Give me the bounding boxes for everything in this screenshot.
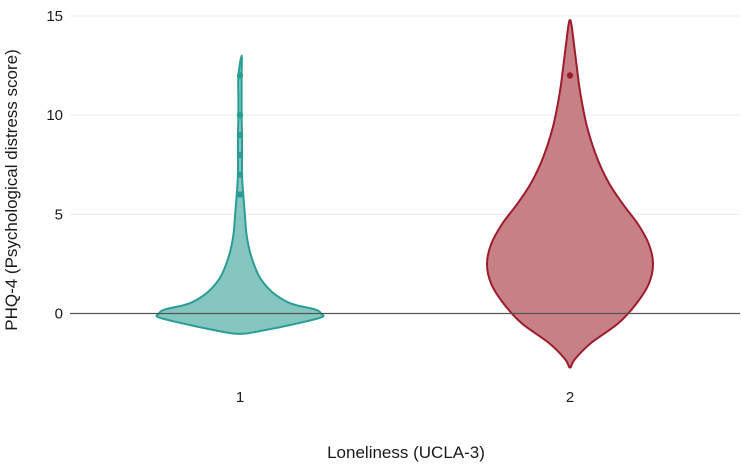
x-tick-label: 2 bbox=[566, 389, 574, 406]
outlier-point bbox=[236, 111, 244, 119]
x-tick-label: 1 bbox=[236, 389, 244, 406]
outlier-point bbox=[236, 191, 244, 198]
x-axis-title: Loneliness (UCLA-3) bbox=[327, 443, 485, 462]
outlier-point bbox=[236, 72, 244, 79]
grid-layer bbox=[70, 15, 740, 215]
y-tick-label: 10 bbox=[46, 107, 63, 124]
y-tick-label: 0 bbox=[55, 306, 63, 323]
y-tick-label: 15 bbox=[46, 8, 63, 25]
violin-group-2 bbox=[486, 18, 654, 369]
outlier-point bbox=[566, 72, 574, 79]
tick-layer: 0 5 10 15 1 2 bbox=[46, 8, 574, 406]
outlier-point bbox=[236, 151, 244, 159]
outlier-layer bbox=[236, 72, 574, 198]
y-tick-label: 5 bbox=[55, 206, 63, 223]
violin-layer bbox=[155, 18, 654, 369]
outlier-point bbox=[236, 171, 244, 178]
y-axis-title: PHQ-4 (Psychological distress score) bbox=[2, 49, 21, 331]
outlier-point bbox=[236, 131, 244, 139]
